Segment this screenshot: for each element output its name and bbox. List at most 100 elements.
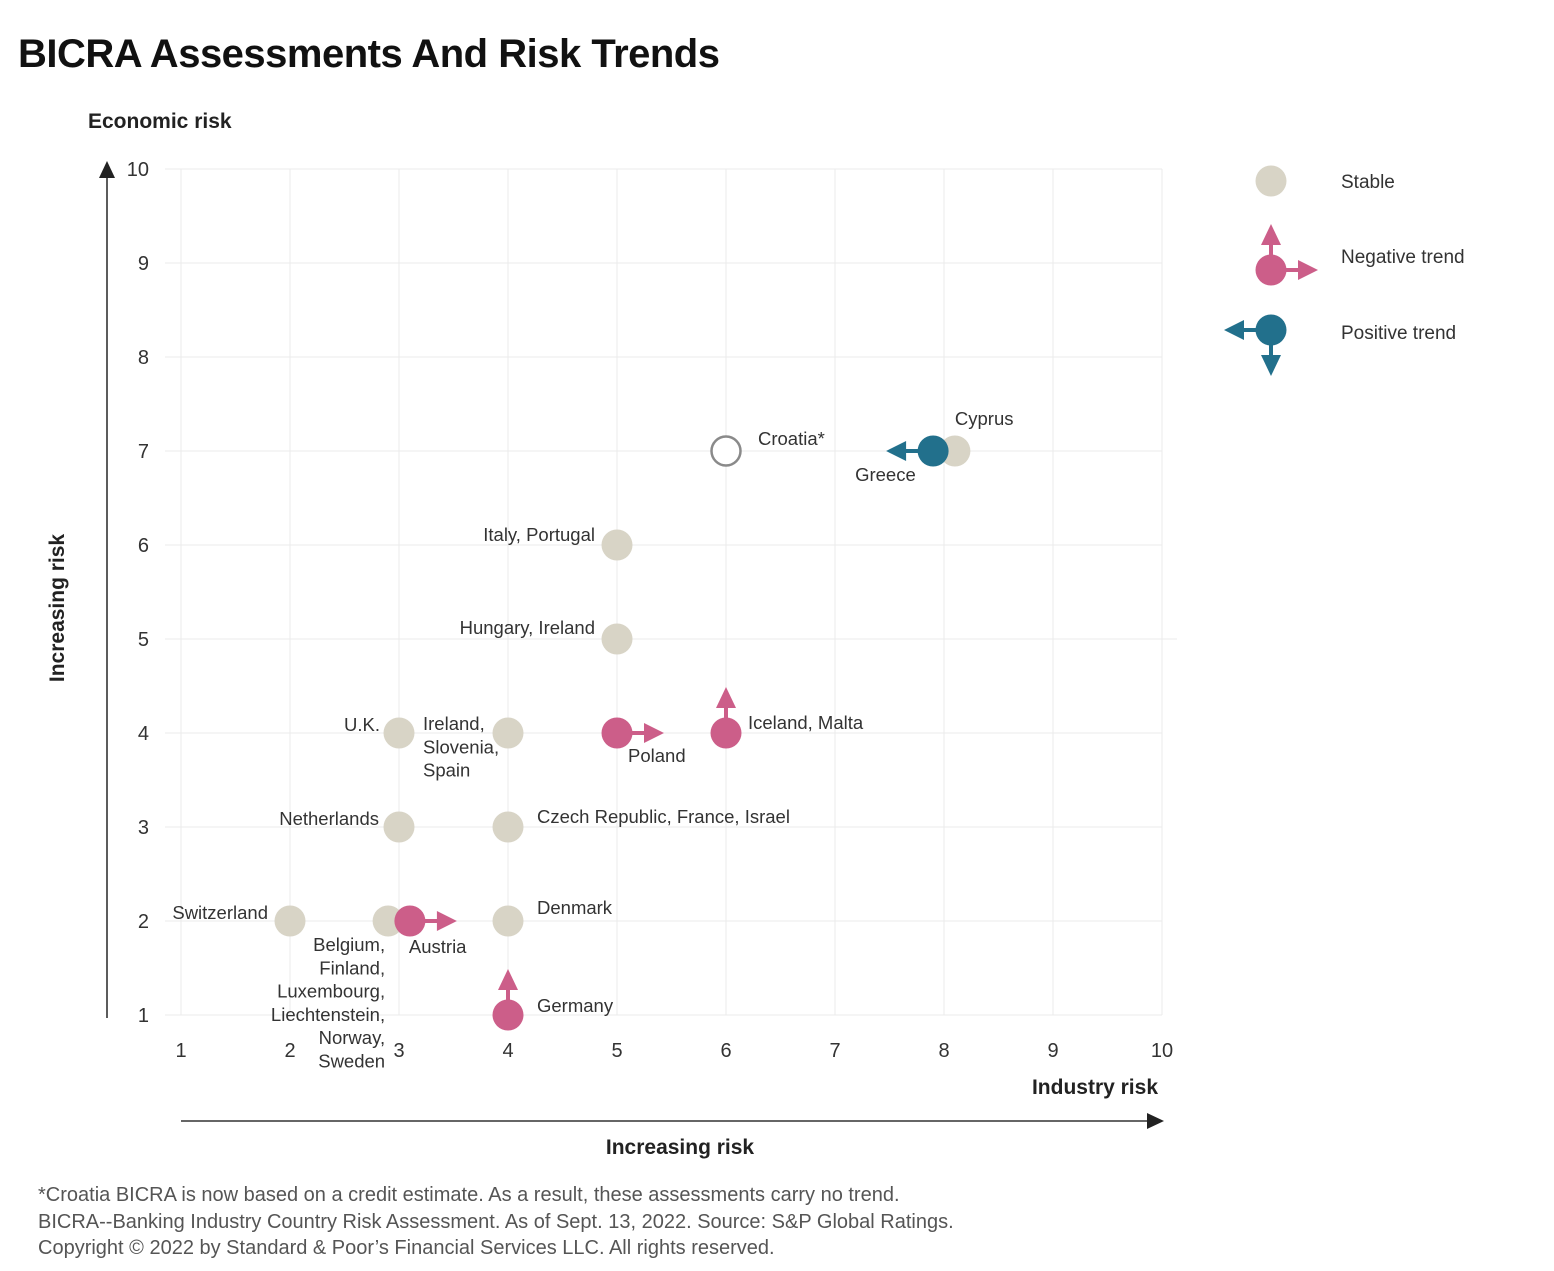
point-label-line: Hungary, Ireland bbox=[460, 617, 595, 638]
positive-trend-marker bbox=[917, 435, 949, 467]
legend-item-negative: Negative trend bbox=[1255, 224, 1465, 286]
x-tick-label: 10 bbox=[1151, 1040, 1173, 1062]
legend-item-positive: Positive trend bbox=[1224, 314, 1456, 376]
arrow-up-icon bbox=[716, 687, 736, 708]
point-labels: Switzerland Belgium, Finland, Luxembourg, Li… bbox=[172, 408, 1013, 1072]
y-axis-label: Economic risk bbox=[88, 110, 232, 133]
point-label-line: U.K. bbox=[344, 714, 380, 735]
point-label-line: Germany bbox=[537, 995, 614, 1016]
negative-trend-marker bbox=[601, 717, 633, 749]
point-label: Greece bbox=[855, 464, 916, 485]
point-label: Denmark bbox=[537, 897, 613, 918]
arrow-down-icon bbox=[1261, 355, 1281, 376]
legend-item-stable: Stable bbox=[1255, 165, 1395, 197]
data-point bbox=[492, 905, 524, 937]
point-label: Croatia* bbox=[758, 428, 825, 449]
point-label: Netherlands bbox=[279, 808, 379, 829]
point-label: Iceland, Malta bbox=[748, 712, 864, 733]
point-label-line: Spain bbox=[423, 760, 470, 781]
arrow-left-icon bbox=[886, 441, 907, 461]
point-label-line: Sweden bbox=[318, 1051, 385, 1072]
point-label-line: Slovenia, bbox=[423, 736, 499, 757]
x-axis-direction-label: Increasing risk bbox=[605, 1136, 755, 1159]
legend-positive-icon bbox=[1255, 314, 1287, 346]
x-axis-arrow-icon bbox=[1147, 1113, 1164, 1129]
x-tick-label: 9 bbox=[1047, 1040, 1058, 1062]
point-label: U.K. bbox=[344, 714, 380, 735]
arrow-up-icon bbox=[498, 969, 518, 990]
stable-marker bbox=[492, 811, 524, 843]
legend-negative-icon bbox=[1255, 254, 1287, 286]
data-point bbox=[492, 969, 524, 1031]
point-label: Germany bbox=[537, 995, 614, 1016]
point-label: Cyprus bbox=[955, 408, 1014, 429]
negative-trend-marker bbox=[492, 999, 524, 1031]
legend: Stable Negative trend Positive trend bbox=[1224, 165, 1465, 376]
x-tick-label: 3 bbox=[393, 1040, 404, 1062]
point-label-line: Ireland, bbox=[423, 713, 485, 734]
point-label: Switzerland bbox=[172, 902, 268, 923]
point-label-line: Luxembourg, bbox=[277, 981, 385, 1002]
legend-label: Negative trend bbox=[1341, 247, 1465, 268]
data-point bbox=[601, 529, 633, 561]
arrow-right-icon bbox=[436, 911, 457, 931]
footnote-croatia: *Croatia BICRA is now based on a credit … bbox=[38, 1184, 900, 1206]
point-label-line: Norway, bbox=[319, 1027, 385, 1048]
stable-marker bbox=[492, 717, 524, 749]
point-label-line: Denmark bbox=[537, 897, 613, 918]
footnote-source: BICRA--Banking Industry Country Risk Ass… bbox=[38, 1210, 954, 1233]
point-label: Hungary, Ireland bbox=[460, 617, 595, 638]
footnote-copyright: Copyright © 2022 by Standard & Poor’s Fi… bbox=[38, 1237, 775, 1259]
point-label-line: Netherlands bbox=[279, 808, 379, 829]
x-tick-label: 8 bbox=[938, 1040, 949, 1062]
x-tick-label: 7 bbox=[829, 1040, 840, 1062]
tick-labels: 1 2 3 4 5 6 7 8 9 10 1 2 3 4 5 6 7 8 9 10 bbox=[127, 159, 1173, 1062]
chart-title: BICRA Assessments And Risk Trends bbox=[18, 32, 720, 76]
data-point bbox=[372, 905, 404, 937]
data-point bbox=[492, 717, 524, 749]
point-label-line: Cyprus bbox=[955, 408, 1014, 429]
point-label: Poland bbox=[628, 745, 686, 766]
point-label-line: Poland bbox=[628, 745, 686, 766]
point-label: Belgium, Finland, Luxembourg, Liechtenstein… bbox=[271, 934, 385, 1072]
legend-stable-icon bbox=[1255, 165, 1287, 197]
point-label: Czech Republic, France, Israel bbox=[537, 806, 790, 827]
y-tick-label: 5 bbox=[138, 629, 149, 651]
arrow-left-icon bbox=[1224, 320, 1244, 340]
axes bbox=[99, 161, 1164, 1129]
stable-marker bbox=[372, 905, 404, 937]
y-tick-label: 7 bbox=[138, 441, 149, 463]
x-tick-label: 5 bbox=[611, 1040, 622, 1062]
data-point bbox=[601, 623, 633, 655]
arrow-right-icon bbox=[1298, 260, 1318, 280]
stable-marker bbox=[274, 905, 306, 937]
x-tick-label: 2 bbox=[284, 1040, 295, 1062]
point-label-line: Liechtenstein, bbox=[271, 1004, 385, 1025]
point-label-line: Italy, Portugal bbox=[483, 524, 595, 545]
point-label-line: Czech Republic, France, Israel bbox=[537, 806, 790, 827]
y-tick-label: 9 bbox=[138, 253, 149, 275]
y-tick-label: 10 bbox=[127, 159, 149, 181]
data-point bbox=[886, 435, 949, 467]
arrow-right-icon bbox=[644, 723, 664, 743]
y-tick-label: 2 bbox=[138, 911, 149, 933]
x-axis-label: Industry risk bbox=[1031, 1076, 1158, 1099]
y-axis-arrow-icon bbox=[99, 161, 115, 178]
negative-trend-marker bbox=[710, 717, 742, 749]
point-label-line: Croatia* bbox=[758, 428, 825, 449]
point-label-line: Austria bbox=[409, 936, 467, 957]
y-tick-label: 8 bbox=[138, 347, 149, 369]
data-points bbox=[274, 435, 971, 1031]
stable-marker bbox=[939, 435, 971, 467]
y-tick-label: 6 bbox=[138, 535, 149, 557]
stable-marker bbox=[601, 529, 633, 561]
data-point bbox=[939, 435, 971, 467]
stable-marker bbox=[601, 623, 633, 655]
legend-label: Positive trend bbox=[1341, 323, 1456, 344]
no-trend-marker bbox=[710, 435, 742, 467]
point-label-line: Iceland, Malta bbox=[748, 712, 864, 733]
stable-marker bbox=[383, 811, 415, 843]
point-label: Ireland, Slovenia, Spain bbox=[423, 713, 499, 781]
data-point bbox=[274, 905, 306, 937]
